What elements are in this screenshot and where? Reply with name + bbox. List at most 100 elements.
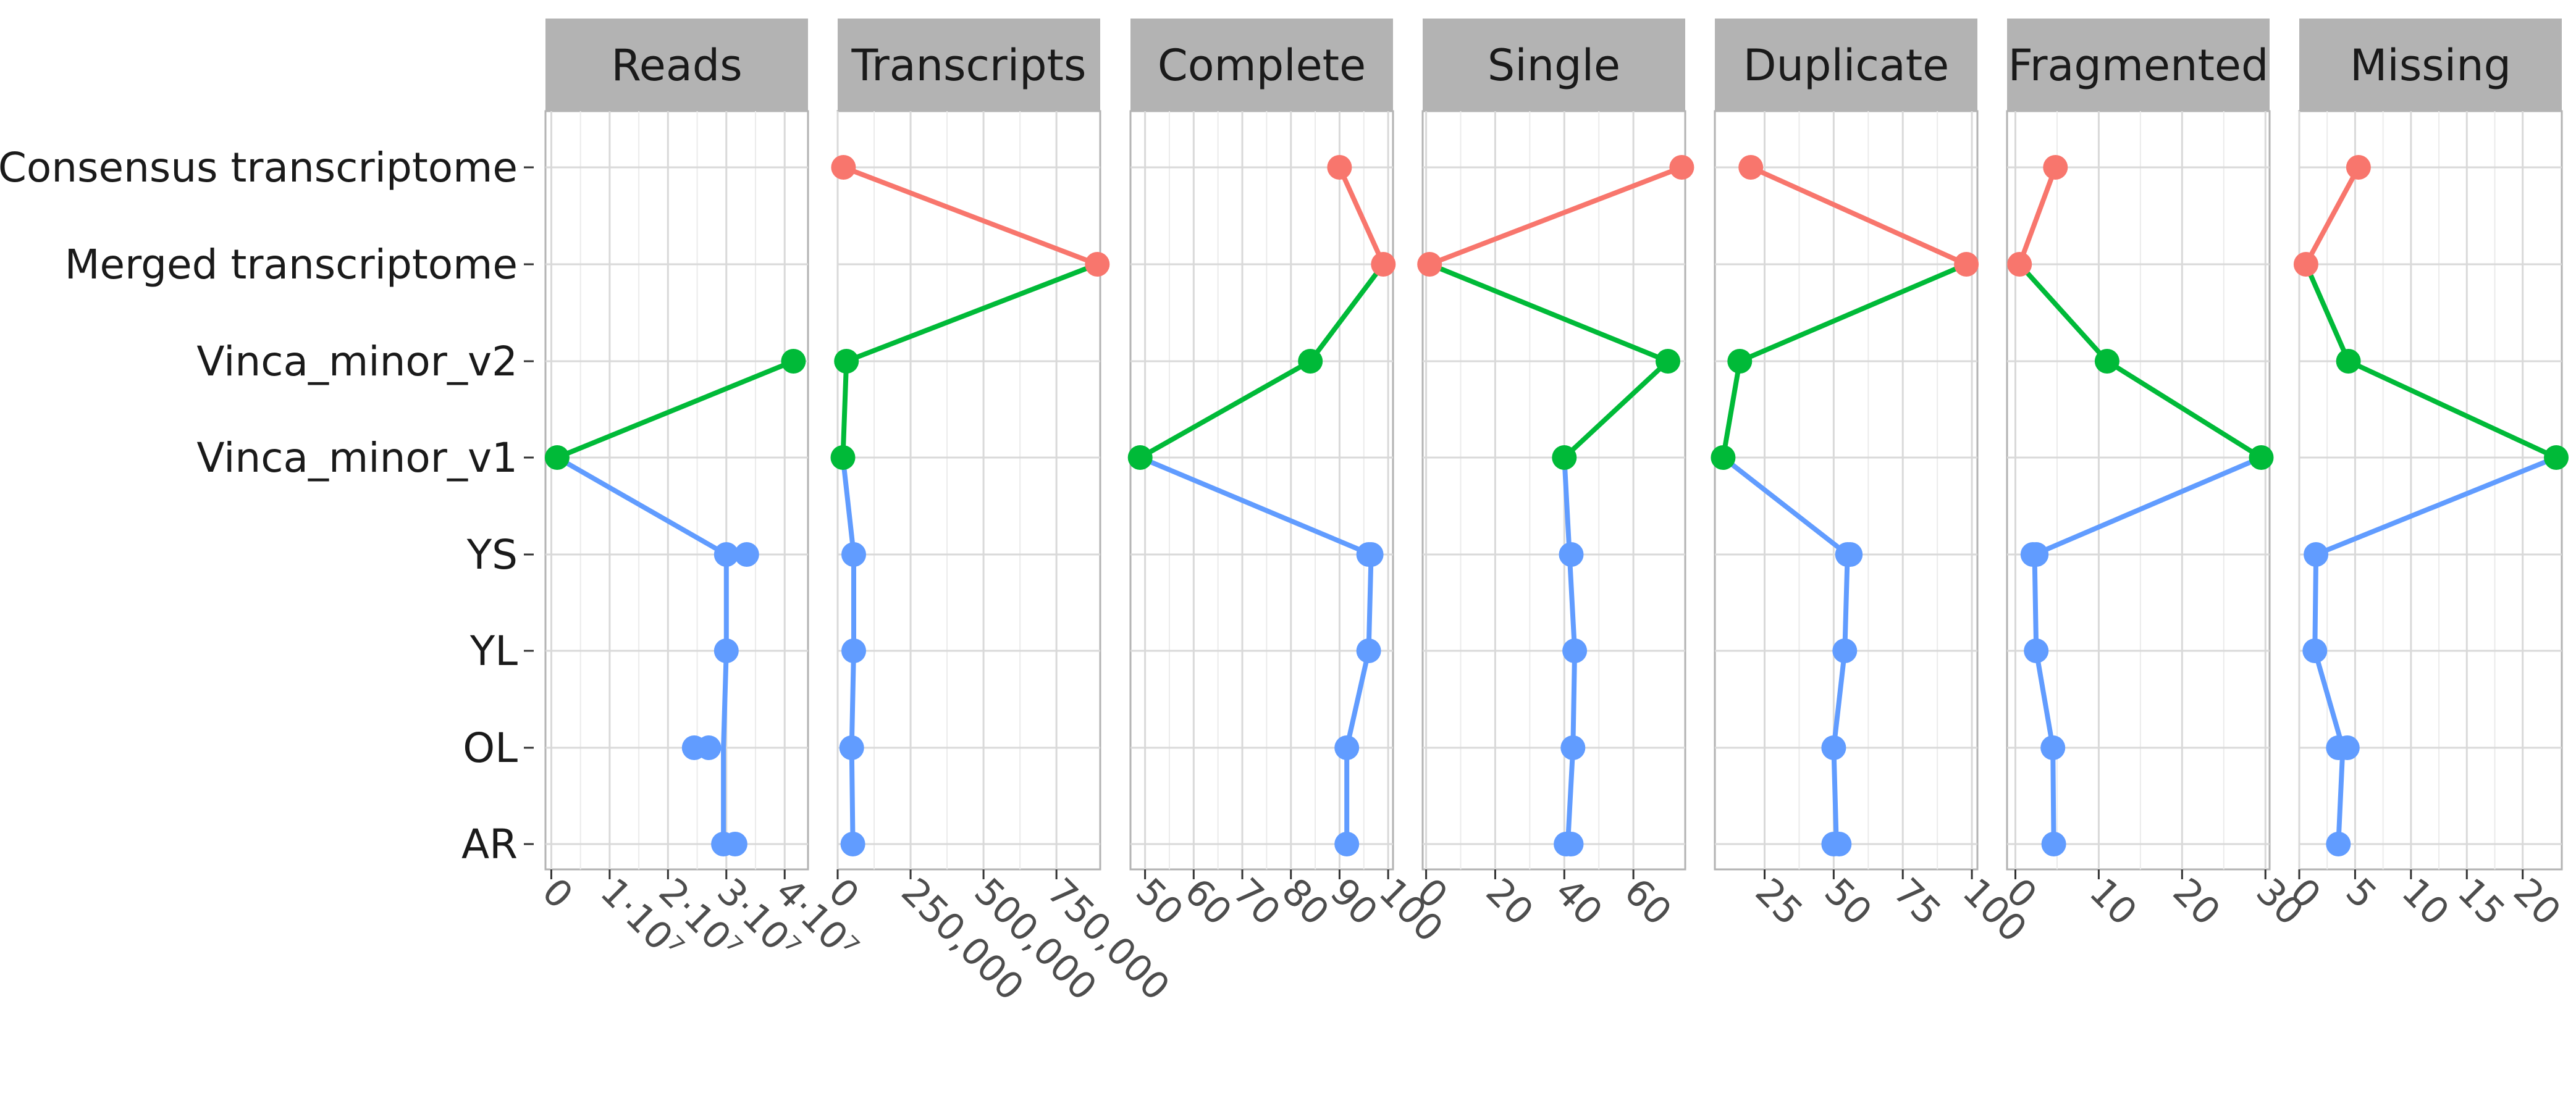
series-line — [1337, 165, 1386, 267]
series-line — [841, 165, 1100, 267]
panel-strip — [545, 19, 808, 111]
data-point — [1085, 252, 1110, 277]
data-point — [2007, 252, 2032, 277]
data-point — [1356, 638, 1381, 663]
data-point — [841, 542, 866, 567]
data-point — [831, 155, 856, 180]
data-point — [841, 638, 866, 663]
panel-background — [1421, 110, 1686, 871]
series-line — [2017, 165, 2058, 267]
data-point — [1371, 252, 1396, 277]
data-point — [2024, 638, 2049, 663]
data-point — [1727, 349, 1753, 374]
x-tick-label: 5 — [2338, 870, 2385, 918]
panel-background — [544, 110, 809, 871]
data-point — [2040, 735, 2066, 760]
data-point — [2334, 735, 2360, 760]
y-axis-labels-layer: Consensus transcriptome Merged transcript… — [0, 144, 534, 868]
data-point — [1738, 155, 1764, 180]
data-point — [839, 735, 864, 760]
panel-strips-layer: Reads Transcripts Complete Single Duplicate F… — [545, 19, 2562, 111]
data-point — [1711, 445, 1736, 470]
data-point — [1127, 445, 1153, 470]
y-tick-label: YL — [469, 627, 518, 675]
data-point — [2304, 542, 2329, 567]
x-tick-label: 20 — [1478, 870, 1541, 934]
data-point — [1669, 155, 1694, 180]
grid-layer — [544, 110, 2563, 871]
panel-strip-label: Fragmented — [2008, 40, 2269, 91]
x-tick-label: 40 — [1547, 870, 1610, 934]
panel-strip-label: Missing — [2350, 40, 2511, 91]
y-tick-label: AR — [461, 821, 518, 868]
data-point — [1821, 735, 1846, 760]
data-point — [834, 349, 859, 374]
series-line — [1427, 165, 1685, 267]
x-tick-label: 60 — [1616, 870, 1680, 934]
panel-strip-label: Single — [1488, 40, 1620, 91]
data-point — [2302, 638, 2328, 663]
data-point — [1559, 542, 1584, 567]
y-tick-label: Vinca_minor_v1 — [196, 434, 518, 482]
data-point — [1334, 832, 1360, 856]
data-point — [713, 638, 739, 663]
x-tick-label: 20 — [2505, 870, 2569, 934]
series-line — [2303, 165, 2361, 267]
x-tick-label: 20 — [2165, 870, 2228, 934]
data-point — [1327, 155, 1352, 180]
data-point — [1552, 445, 1577, 470]
data-point — [2041, 832, 2066, 856]
x-tick-label: 10 — [2081, 870, 2145, 934]
panel-strip — [838, 19, 1100, 111]
data-point — [1334, 735, 1360, 760]
panel-strip-label: Complete — [1158, 40, 1366, 91]
data-point — [2336, 349, 2361, 374]
data-point — [734, 542, 759, 567]
series-line — [554, 359, 796, 460]
data-point — [1417, 252, 1442, 277]
x-tick-label: 75 — [1885, 870, 1949, 934]
y-tick-label: Vinca_minor_v2 — [196, 338, 518, 385]
x-tick-label: 50 — [1816, 870, 1880, 934]
data-point — [544, 445, 570, 470]
x-tick-label: 0 — [534, 870, 581, 918]
data-points-layer — [544, 155, 2569, 856]
data-point — [1356, 542, 1381, 567]
x-tick-label: 10 — [2393, 870, 2457, 934]
panel-strip — [1130, 19, 1393, 111]
data-point — [1835, 542, 1860, 567]
panel-strip — [2007, 19, 2270, 111]
panel-strip — [2299, 19, 2562, 111]
data-point — [2346, 155, 2371, 180]
data-point — [713, 542, 739, 567]
data-point — [840, 832, 865, 856]
data-point — [2326, 832, 2351, 856]
panel-strip — [1423, 19, 1685, 111]
data-point — [722, 832, 747, 856]
y-tick-label: Consensus transcriptome — [0, 144, 518, 191]
y-tick-label: OL — [463, 724, 518, 772]
panel-strip-label: Transcripts — [851, 40, 1086, 91]
series-line — [1748, 165, 1969, 267]
data-point — [2544, 445, 2569, 470]
data-point — [2094, 349, 2119, 374]
data-point — [781, 349, 806, 374]
data-point — [2293, 252, 2318, 277]
data-point — [1827, 832, 1852, 856]
data-point — [2249, 445, 2274, 470]
data-point — [1832, 638, 1858, 663]
panel-strip-label: Reads — [611, 40, 742, 91]
data-point — [1560, 735, 1586, 760]
data-point — [1954, 252, 1979, 277]
data-point — [2043, 155, 2068, 180]
panel-background — [836, 110, 1101, 871]
data-point — [1298, 349, 1323, 374]
data-point — [696, 735, 722, 760]
data-point — [830, 445, 856, 470]
x-tick-label: 15 — [2449, 870, 2513, 934]
panel-strip — [1715, 19, 1977, 111]
x-tick-label: 25 — [1747, 870, 1811, 934]
